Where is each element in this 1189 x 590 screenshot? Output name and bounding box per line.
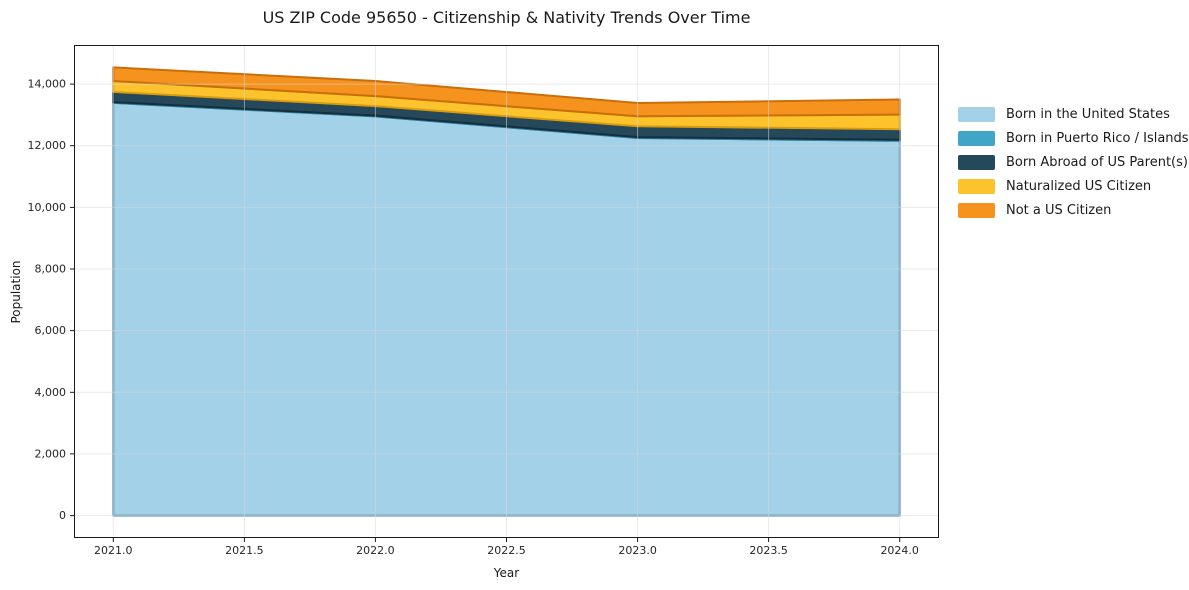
legend-item-0: Born in the United States: [958, 107, 1189, 122]
plot-area: 2021.0 2021.5 2022.0 2022.5 2023.0 2023.5 2024…: [28, 45, 939, 557]
legend-item-2: Born Abroad of US Parent(s): [958, 155, 1189, 170]
legend-swatch: [958, 203, 995, 218]
x-tick-label: 2023.5: [749, 544, 788, 557]
y-tick-label: 0: [59, 509, 66, 522]
legend-swatch: [958, 107, 995, 122]
x-tick-label: 2022.5: [487, 544, 526, 557]
y-tick-label: 2,000: [35, 447, 67, 460]
y-tick-label: 4,000: [35, 386, 67, 399]
x-tick-label: 2021.5: [225, 544, 264, 557]
x-tick-label: 2023.0: [618, 544, 657, 557]
y-tick-label: 12,000: [28, 139, 67, 152]
legend-label: Born in the United States: [1006, 107, 1170, 122]
legend-item-3: Naturalized US Citizen: [958, 179, 1189, 194]
x-axis-label: Year: [493, 566, 520, 580]
legend-label: Born in Puerto Rico / Islands: [1006, 131, 1189, 146]
y-tick-label: 14,000: [28, 78, 67, 91]
legend-swatch: [958, 131, 995, 146]
legend-swatch: [958, 179, 995, 194]
y-tick-label: 10,000: [28, 201, 67, 214]
plot-spines: [74, 45, 939, 538]
x-tick-label: 2024.0: [880, 544, 919, 557]
legend-label: Naturalized US Citizen: [1006, 179, 1152, 194]
y-tick-label: 8,000: [35, 263, 67, 276]
legend: Born in the United States Born in Puerto …: [958, 107, 1189, 227]
legend-label: Not a US Citizen: [1006, 203, 1112, 218]
legend-item-1: Born in Puerto Rico / Islands: [958, 131, 1189, 146]
legend-item-4: Not a US Citizen: [958, 203, 1189, 218]
y-tick-label: 6,000: [35, 324, 67, 337]
x-tick-label: 2021.0: [94, 544, 132, 557]
y-axis-label: Population: [9, 260, 23, 324]
legend-swatch: [958, 155, 995, 170]
chart-title: US ZIP Code 95650 - Citizenship & Nativi…: [262, 8, 751, 27]
x-tick-label: 2022.0: [356, 544, 395, 557]
legend-label: Born Abroad of US Parent(s): [1006, 155, 1188, 170]
